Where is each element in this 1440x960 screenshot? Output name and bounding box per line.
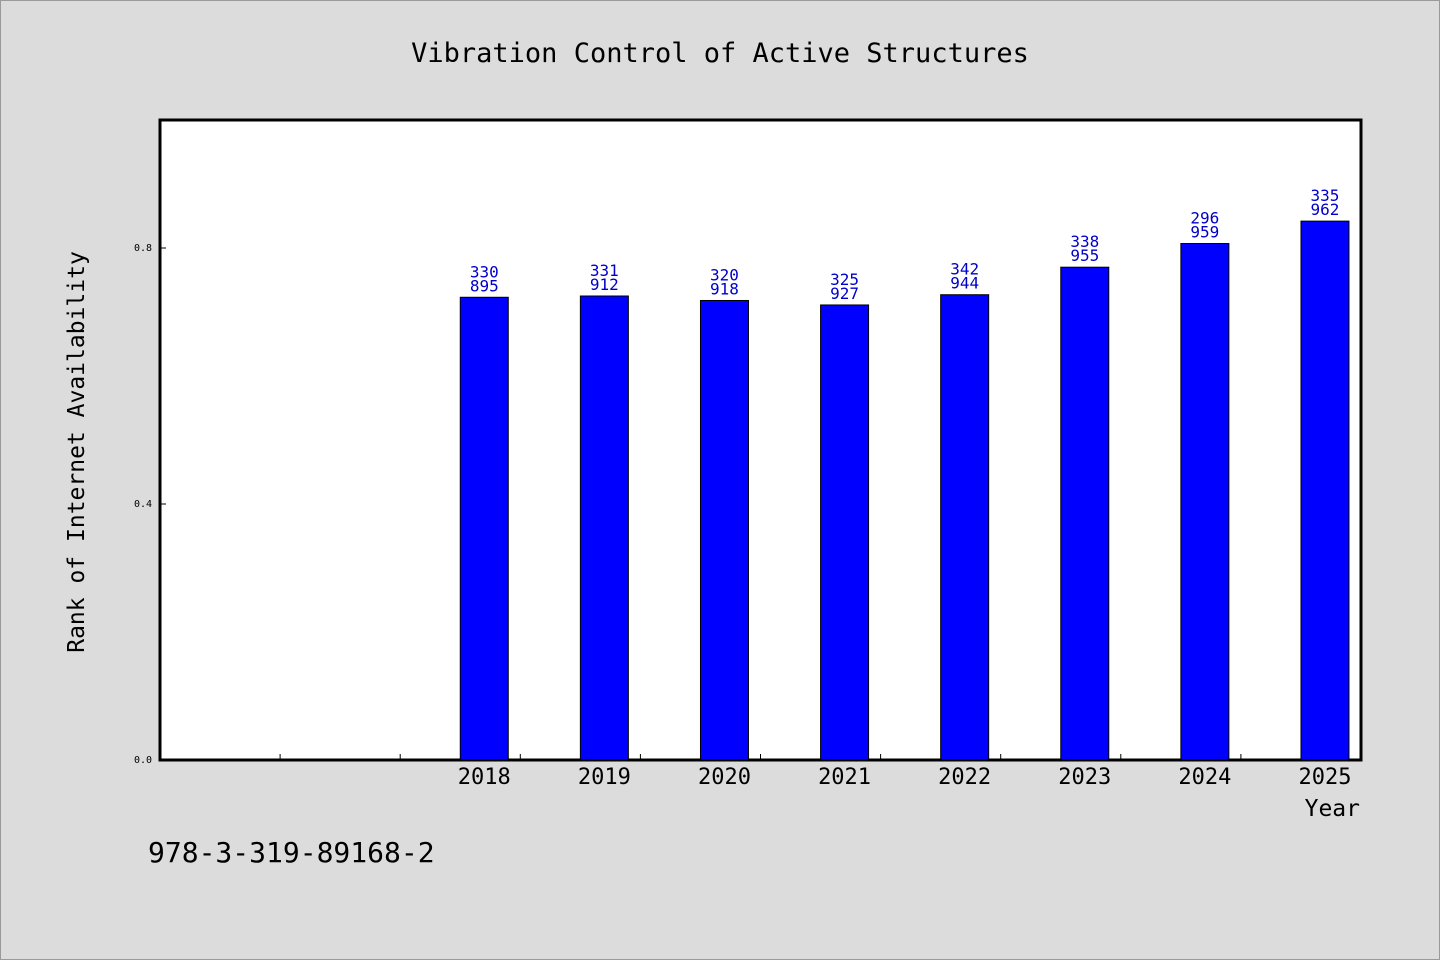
x-tick-label: 2024 <box>1178 765 1231 790</box>
y-axis-label: Rank of Internet Availability <box>64 251 90 653</box>
data-label: 927 <box>830 284 859 303</box>
data-label: 955 <box>1070 246 1099 265</box>
data-label: 325 <box>830 270 859 289</box>
data-labels: 3308953319123209183259273429443389552969… <box>470 186 1340 303</box>
bar <box>1060 266 1110 761</box>
data-label: 959 <box>1190 223 1219 242</box>
data-label: 330 <box>470 262 499 281</box>
x-tick-label: 2020 <box>698 765 751 790</box>
footer-code: 978-3-319-89168-2 <box>148 836 435 869</box>
bar <box>1300 220 1350 761</box>
data-label: 895 <box>470 276 499 295</box>
bar <box>940 294 990 761</box>
data-label: 342 <box>950 260 979 279</box>
bar <box>1180 243 1230 761</box>
x-tick-label: 2018 <box>458 765 511 790</box>
data-label: 338 <box>1070 232 1099 251</box>
data-label: 331 <box>590 261 619 280</box>
data-label: 296 <box>1190 209 1219 228</box>
data-label: 944 <box>950 274 979 293</box>
bar <box>579 295 629 761</box>
x-tick-label: 2022 <box>938 765 991 790</box>
bar <box>459 296 509 761</box>
data-label: 335 <box>1311 186 1340 205</box>
y-axis-ticks: 0.0 0.4 0.8 <box>134 243 166 766</box>
x-tick-label: 2025 <box>1298 765 1351 790</box>
bar <box>820 304 870 761</box>
x-axis-ticks: 2018 2019 2020 2021 2022 2023 2024 2025 <box>279 754 1351 790</box>
x-tick-label: 2019 <box>578 765 631 790</box>
plot-area <box>158 118 1363 762</box>
y-tick-label: 0.0 <box>134 755 152 766</box>
x-tick-label: 2021 <box>818 765 871 790</box>
data-label: 918 <box>710 279 739 298</box>
x-tick-label: 2023 <box>1058 765 1111 790</box>
chart-title: Vibration Control of Active Structures <box>411 38 1029 69</box>
y-tick-label: 0.8 <box>134 243 152 254</box>
data-label: 320 <box>710 265 739 284</box>
data-label: 962 <box>1311 200 1340 219</box>
bar-series <box>459 220 1350 761</box>
y-tick-label: 0.4 <box>134 499 152 510</box>
x-axis-label: Year <box>1305 796 1360 822</box>
data-label: 912 <box>590 275 619 294</box>
bar <box>699 299 749 761</box>
